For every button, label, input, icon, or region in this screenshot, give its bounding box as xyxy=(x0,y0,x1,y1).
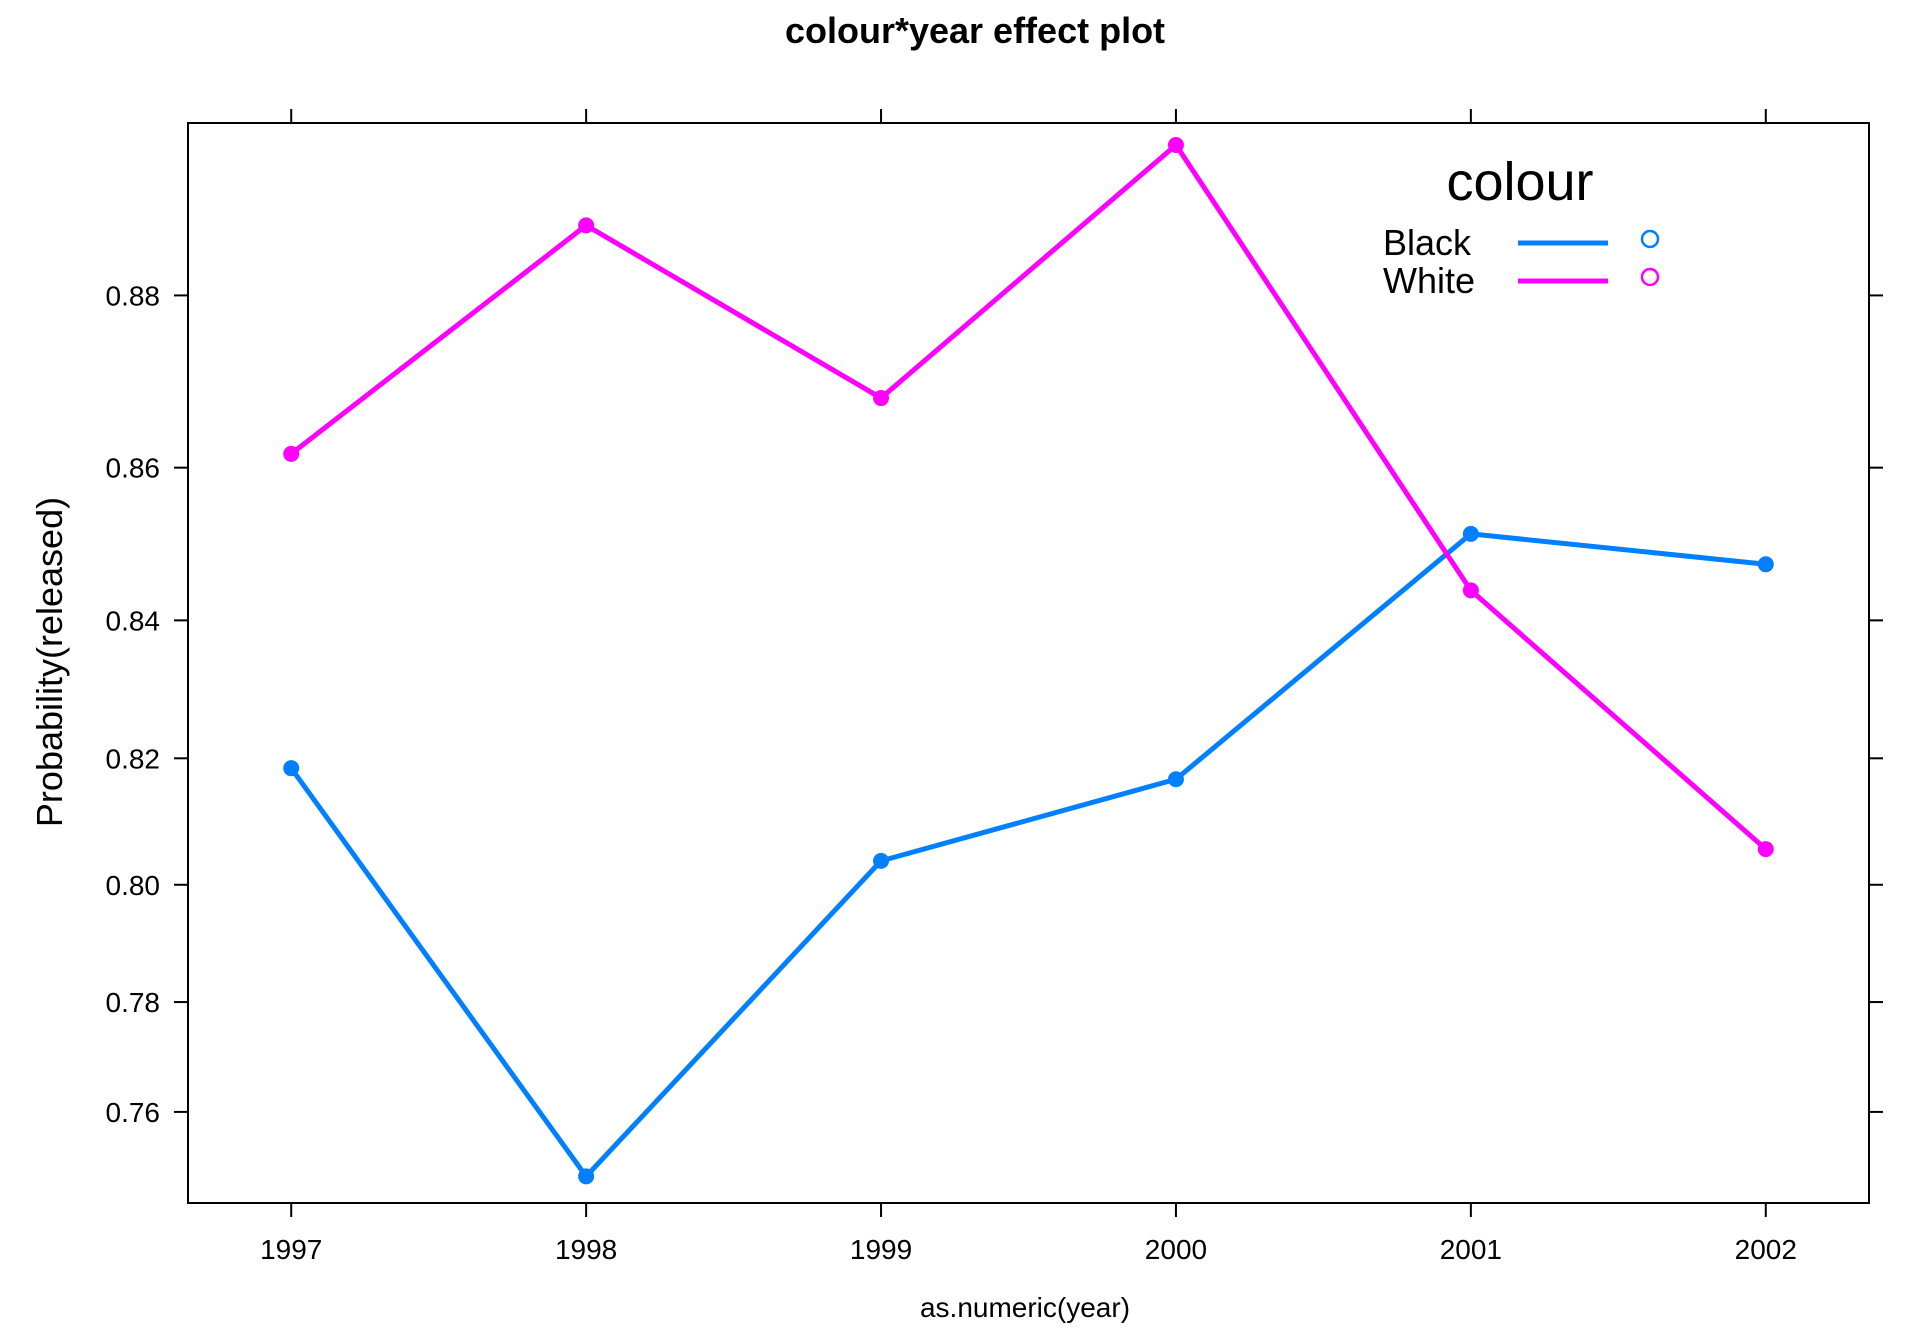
legend-marker-white xyxy=(1640,267,1660,287)
data-point-white xyxy=(1757,841,1774,858)
data-point-black xyxy=(1757,556,1774,573)
data-point-black xyxy=(873,852,890,869)
y-axis-label: Probability(released) xyxy=(29,497,70,827)
data-point-white xyxy=(1462,582,1479,599)
y-tick-label: 0.82 xyxy=(106,743,161,774)
y-axis: 0.76 0.78 0.80 0.82 0.84 0.86 0.88 xyxy=(106,280,1883,1128)
series-line-black xyxy=(288,531,1769,1179)
data-point-white xyxy=(283,445,300,462)
data-point-black xyxy=(1462,525,1479,542)
legend-marker-black xyxy=(1640,229,1660,249)
x-tick-label: 1998 xyxy=(555,1234,617,1265)
data-point-black xyxy=(1167,771,1184,788)
legend-label-white: White xyxy=(1383,260,1475,301)
x-tick-label: 1999 xyxy=(850,1234,912,1265)
legend-label-black: Black xyxy=(1383,222,1472,263)
y-tick-label: 0.80 xyxy=(106,870,161,901)
y-tick-label: 0.78 xyxy=(106,987,161,1018)
x-axis: 1997 1998 1999 2000 2001 2002 xyxy=(260,109,1797,1265)
x-axis-label: as.numeric(year) xyxy=(920,1292,1130,1323)
x-tick-label: 2001 xyxy=(1440,1234,1502,1265)
chart-title: colour*year effect plot xyxy=(785,10,1165,51)
data-point-white xyxy=(578,217,595,234)
x-tick-label: 2000 xyxy=(1145,1234,1207,1265)
x-tick-label: 1997 xyxy=(260,1234,322,1265)
y-tick-label: 0.88 xyxy=(106,280,161,311)
y-tick-label: 0.76 xyxy=(106,1097,161,1128)
plot-frame xyxy=(187,122,1870,1204)
y-tick-label: 0.84 xyxy=(106,605,161,636)
data-point-white xyxy=(873,390,890,407)
y-tick-label: 0.86 xyxy=(106,453,161,484)
series-line-white xyxy=(288,142,1769,852)
data-point-black xyxy=(578,1168,595,1185)
legend-title: colour xyxy=(1446,152,1593,212)
data-point-black xyxy=(283,760,300,777)
x-tick-label: 2002 xyxy=(1735,1234,1797,1265)
data-point-white xyxy=(1167,136,1184,153)
series-layer xyxy=(283,136,1774,1185)
